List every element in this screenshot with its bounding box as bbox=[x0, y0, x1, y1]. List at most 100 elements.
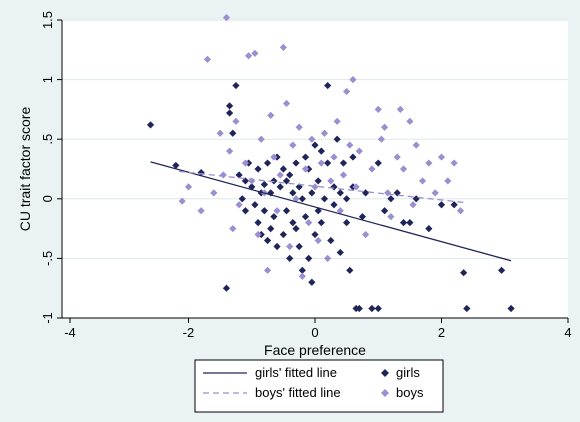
boys-point bbox=[380, 123, 389, 131]
girls-point bbox=[295, 242, 303, 251]
boys--fitted-line-line bbox=[178, 170, 464, 204]
girls-point bbox=[336, 248, 344, 257]
legend-box bbox=[194, 359, 444, 413]
girls-point bbox=[301, 213, 310, 221]
boys-point bbox=[431, 189, 439, 197]
boys-point bbox=[295, 123, 303, 131]
boys-point bbox=[368, 165, 376, 173]
x-tick-label: 0 bbox=[311, 325, 318, 340]
girls-point bbox=[330, 201, 338, 209]
x-tick-label: 2 bbox=[438, 325, 445, 340]
girls-point bbox=[380, 207, 389, 215]
girls-point bbox=[254, 219, 262, 227]
boys-point bbox=[251, 49, 259, 57]
girls-point bbox=[289, 219, 297, 227]
girls-point bbox=[260, 207, 268, 215]
boys-point bbox=[336, 207, 344, 215]
girls-point bbox=[270, 213, 278, 221]
girls-point bbox=[343, 219, 351, 227]
plot-area bbox=[62, 20, 568, 318]
boys-point bbox=[305, 219, 313, 227]
girls-point bbox=[333, 135, 341, 143]
girls-point bbox=[327, 236, 335, 245]
girls-point bbox=[282, 207, 291, 215]
boys-point bbox=[282, 99, 291, 108]
girls-point bbox=[305, 254, 313, 262]
boys-point bbox=[229, 225, 237, 233]
boys-point bbox=[286, 242, 294, 251]
girls-point bbox=[314, 177, 322, 185]
girls-point bbox=[311, 230, 319, 239]
boys-point bbox=[317, 159, 325, 167]
girls-point bbox=[254, 165, 262, 173]
boys-point bbox=[437, 153, 446, 161]
girls-point bbox=[222, 284, 231, 292]
girls-point bbox=[399, 219, 408, 227]
boys-point bbox=[324, 254, 332, 262]
boys-point bbox=[330, 153, 338, 161]
girls-point bbox=[279, 165, 287, 173]
girls-point bbox=[320, 195, 329, 203]
girls-point bbox=[336, 189, 344, 197]
boys-point bbox=[450, 159, 458, 167]
boys-point bbox=[377, 135, 386, 143]
girls-point bbox=[286, 254, 294, 262]
x-tick-label: 4 bbox=[564, 325, 571, 340]
y-axis-title: CU trait factor score bbox=[17, 107, 33, 232]
girls-point bbox=[172, 161, 180, 170]
legend-label: girls' fitted line bbox=[255, 365, 337, 380]
boys-point bbox=[387, 213, 395, 221]
girls-point bbox=[292, 225, 300, 233]
girls-point bbox=[324, 81, 332, 90]
boys-point bbox=[362, 230, 370, 239]
girls-point bbox=[298, 266, 306, 274]
boys-point bbox=[349, 76, 357, 84]
girls-point bbox=[289, 189, 297, 197]
girls-point bbox=[267, 189, 275, 197]
y-tick-label: -.5 bbox=[40, 251, 55, 266]
girls-point bbox=[263, 236, 272, 245]
legend-label: boys' fitted line bbox=[255, 385, 341, 400]
boys-point bbox=[444, 177, 452, 185]
y-tick-label: -1 bbox=[40, 312, 55, 324]
boys-point bbox=[289, 141, 297, 149]
girls-point bbox=[267, 225, 275, 233]
boys-point bbox=[257, 135, 265, 143]
girls-point bbox=[279, 230, 287, 239]
boys-point bbox=[273, 207, 281, 215]
boys-point bbox=[203, 55, 212, 63]
boys-point bbox=[222, 14, 231, 22]
girls-point bbox=[146, 121, 155, 129]
boys-point bbox=[314, 236, 322, 245]
boys-point bbox=[320, 129, 329, 137]
boys-point bbox=[418, 177, 427, 185]
girls-point bbox=[241, 207, 250, 215]
boys-point bbox=[197, 207, 205, 215]
girls-point bbox=[311, 141, 319, 149]
boys-point bbox=[276, 171, 284, 179]
girls-point bbox=[270, 177, 278, 185]
boys-point bbox=[396, 105, 404, 113]
girls-point bbox=[358, 213, 367, 221]
girls-point bbox=[425, 225, 433, 233]
girls-point bbox=[263, 159, 272, 167]
girls-point bbox=[317, 147, 325, 155]
y-tick-label: 1.5 bbox=[40, 11, 55, 29]
girls-point bbox=[393, 189, 401, 197]
x-axis-title: Face preference bbox=[264, 342, 366, 358]
boys-point bbox=[232, 117, 240, 125]
boys-point bbox=[399, 165, 408, 173]
boys-point bbox=[425, 159, 433, 167]
girls-point bbox=[387, 195, 395, 203]
girls-point bbox=[251, 201, 259, 209]
girls-point bbox=[282, 177, 291, 185]
girls-point bbox=[507, 304, 515, 313]
y-tick-label: 0 bbox=[40, 195, 55, 202]
boys-point bbox=[412, 141, 420, 149]
girls-point bbox=[286, 171, 294, 179]
girls-point bbox=[226, 102, 234, 110]
boys-point bbox=[333, 117, 341, 125]
girls-point bbox=[406, 219, 414, 227]
